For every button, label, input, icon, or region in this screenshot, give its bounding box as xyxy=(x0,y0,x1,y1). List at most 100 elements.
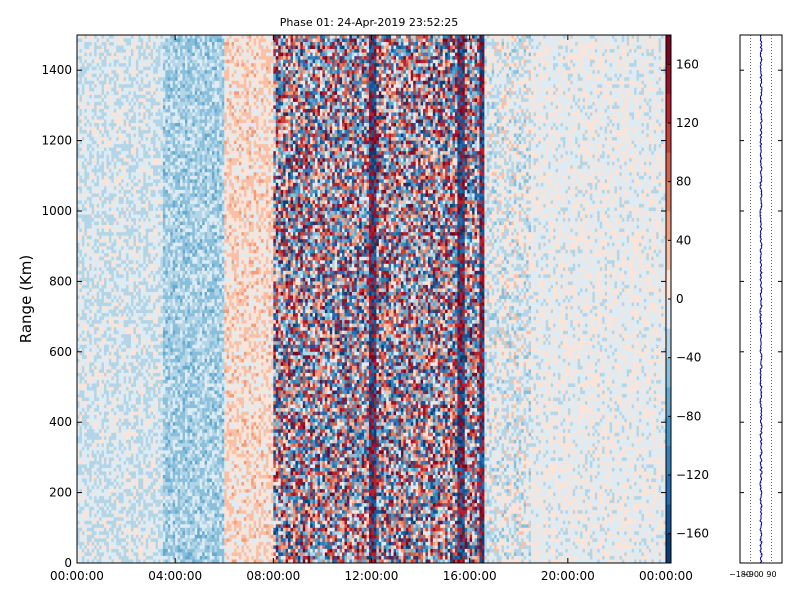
heatmap-cell xyxy=(128,56,132,60)
heatmap-cell xyxy=(126,200,129,205)
heatmap-cell xyxy=(106,267,110,272)
heatmap-cell xyxy=(81,439,85,444)
heatmap-cell xyxy=(150,221,154,226)
heatmap-cell xyxy=(133,126,137,131)
heatmap-cell xyxy=(157,84,161,89)
heatmap-cell xyxy=(133,70,137,75)
heatmap-cell xyxy=(123,534,127,539)
heatmap-cell xyxy=(84,334,88,339)
heatmap-cell xyxy=(128,119,132,124)
heatmap-cell xyxy=(86,228,90,233)
heatmap-cell xyxy=(135,372,139,377)
heatmap-cell xyxy=(111,242,115,247)
heatmap-cell xyxy=(89,299,93,303)
heatmap-cell xyxy=(133,309,137,314)
heatmap-cell xyxy=(106,126,110,131)
heatmap-cell xyxy=(96,295,100,300)
heatmap-cell xyxy=(86,267,90,272)
heatmap-cell xyxy=(104,383,107,388)
heatmap-cell xyxy=(145,77,149,82)
heatmap-cell xyxy=(94,130,97,134)
heatmap-cell xyxy=(126,513,129,518)
heatmap-cell xyxy=(157,91,161,96)
heatmap-cell xyxy=(79,147,83,152)
heatmap-cell xyxy=(89,503,93,507)
heatmap-cell xyxy=(148,242,151,247)
heatmap-cell xyxy=(94,432,97,437)
heatmap-cell xyxy=(94,84,97,89)
heatmap-cell xyxy=(150,77,154,82)
heatmap-cell xyxy=(118,49,122,53)
heatmap-cell xyxy=(116,517,120,522)
heatmap-cell xyxy=(145,211,149,215)
heatmap-cell xyxy=(99,383,102,388)
heatmap-cell xyxy=(91,218,95,222)
heatmap-cell xyxy=(111,513,115,518)
heatmap-cell xyxy=(155,277,159,282)
heatmap-cell xyxy=(106,383,110,388)
heatmap-cell xyxy=(113,70,117,75)
heatmap-cell xyxy=(135,541,139,546)
heatmap-cell xyxy=(96,228,100,233)
heatmap-cell xyxy=(143,545,147,550)
heatmap-cell xyxy=(150,351,154,356)
heatmap-cell xyxy=(101,376,105,381)
heatmap-cell xyxy=(130,105,134,110)
heatmap-cell xyxy=(128,263,132,268)
heatmap-cell xyxy=(77,49,80,53)
heatmap-cell xyxy=(106,207,110,212)
heatmap-cell xyxy=(81,401,85,405)
heatmap-cell xyxy=(113,460,117,465)
heatmap-cell xyxy=(86,390,90,395)
heatmap-cell xyxy=(148,288,151,293)
heatmap-cell xyxy=(77,313,80,317)
heatmap-cell xyxy=(135,369,139,374)
heatmap-cell xyxy=(89,457,93,462)
heatmap-cell xyxy=(113,383,117,388)
heatmap-cell xyxy=(99,496,102,500)
heatmap-cell xyxy=(111,232,115,236)
heatmap-cell xyxy=(150,267,154,272)
heatmap-cell xyxy=(77,288,80,293)
heatmap-cell xyxy=(153,133,156,138)
heatmap-cell xyxy=(130,225,134,229)
heatmap-cell xyxy=(148,45,151,50)
heatmap-cell xyxy=(86,284,90,289)
heatmap-cell xyxy=(113,232,117,236)
heatmap-cell xyxy=(153,446,156,451)
heatmap-cell xyxy=(104,98,107,103)
heatmap-cell xyxy=(101,309,105,314)
heatmap-cell xyxy=(108,376,112,381)
heatmap-cell xyxy=(79,450,83,455)
heatmap-cell xyxy=(148,471,151,476)
heatmap-cell xyxy=(113,506,117,511)
heatmap-cell xyxy=(89,330,93,335)
heatmap-cell xyxy=(155,182,159,187)
heatmap-cell xyxy=(96,56,100,60)
heatmap-cell xyxy=(118,478,122,483)
heatmap-cell xyxy=(155,467,159,472)
heatmap-cell xyxy=(111,126,115,131)
heatmap-cell xyxy=(121,196,124,201)
heatmap-cell xyxy=(155,105,159,110)
heatmap-cell xyxy=(104,369,107,374)
heatmap-cell xyxy=(77,263,80,268)
heatmap-cell xyxy=(96,263,100,268)
heatmap-cell xyxy=(116,137,120,141)
heatmap-cell xyxy=(89,499,93,504)
heatmap-cell xyxy=(135,429,139,434)
heatmap-cell xyxy=(143,267,147,272)
heatmap-cell xyxy=(121,320,124,324)
heatmap-cell xyxy=(145,112,149,117)
heatmap-cell xyxy=(155,119,159,124)
heatmap-cell xyxy=(128,175,132,180)
heatmap-cell xyxy=(155,369,159,374)
heatmap-cell xyxy=(104,288,107,293)
heatmap-cell xyxy=(116,203,120,208)
heatmap-cell xyxy=(84,411,88,416)
heatmap-cell xyxy=(143,548,147,553)
heatmap-cell xyxy=(96,492,100,497)
heatmap-cell xyxy=(89,98,93,103)
heatmap-cell xyxy=(145,123,149,127)
heatmap-cell xyxy=(145,313,149,317)
